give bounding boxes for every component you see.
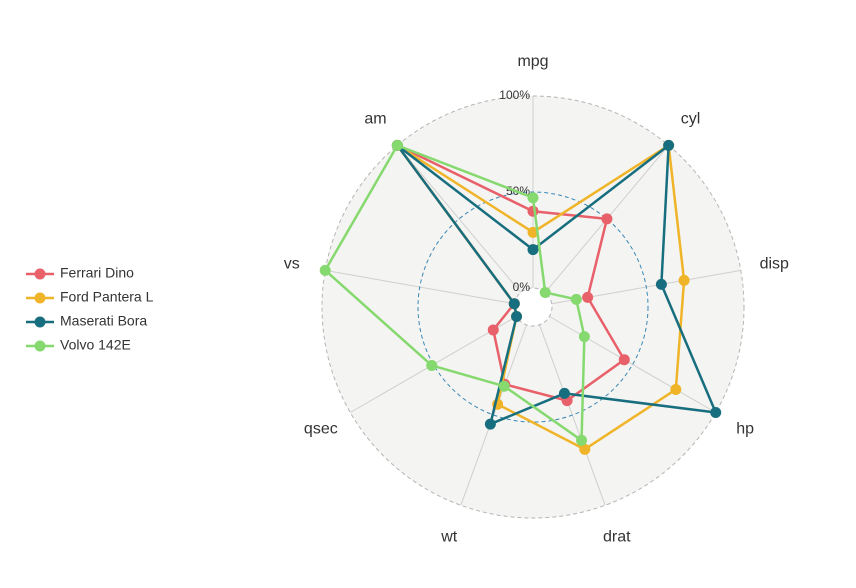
data-point	[484, 418, 496, 430]
data-point	[558, 387, 570, 399]
data-point	[570, 293, 582, 305]
data-point	[391, 139, 403, 151]
grid-ring	[321, 95, 745, 519]
axis-label: mpg	[517, 53, 548, 70]
axis-label: am	[364, 111, 386, 128]
axis-label: wt	[440, 528, 458, 545]
data-point	[618, 354, 630, 366]
r-tick-label: 100%	[499, 88, 530, 102]
legend-label: Ford Pantera L	[60, 289, 154, 305]
legend-label: Volvo 142E	[60, 337, 131, 353]
spoke	[549, 316, 716, 413]
data-point	[511, 311, 523, 322]
data-point	[579, 443, 591, 455]
data-point	[670, 383, 682, 395]
data-point	[487, 324, 499, 336]
axis-label: vs	[284, 256, 300, 273]
series-line	[323, 144, 586, 442]
axis-label: drat	[603, 528, 631, 545]
legend-swatch-dot	[34, 292, 46, 304]
data-point	[527, 192, 539, 204]
axis-label: disp	[760, 256, 789, 273]
data-point	[426, 359, 438, 371]
data-point	[498, 380, 510, 392]
legend-swatch-dot	[34, 316, 46, 328]
data-point	[601, 213, 613, 225]
legend-label: Ferrari Dino	[60, 265, 134, 281]
data-point	[319, 264, 331, 276]
data-point	[663, 139, 675, 151]
data-point	[578, 331, 590, 343]
data-point	[527, 244, 539, 256]
r-tick-label: 0%	[513, 280, 531, 294]
data-point	[582, 291, 594, 303]
axis-label: cyl	[681, 111, 701, 128]
data-point	[678, 274, 690, 286]
data-point	[576, 434, 588, 446]
axis-label: qsec	[304, 421, 338, 438]
data-point	[655, 278, 667, 290]
series-line	[396, 144, 717, 426]
grid-ring	[417, 191, 649, 423]
spoke	[396, 145, 522, 293]
axis-label: hp	[736, 421, 754, 438]
legend-swatch-dot	[34, 268, 46, 280]
data-point	[508, 298, 520, 310]
data-point	[710, 407, 722, 418]
data-point	[539, 286, 551, 298]
legend-label: Maserati Bora	[60, 313, 147, 329]
legend-swatch-dot	[34, 340, 46, 352]
data-point	[527, 226, 539, 238]
